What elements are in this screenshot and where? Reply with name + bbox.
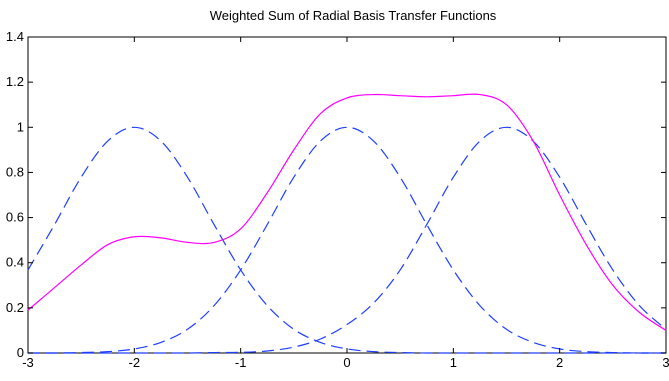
basis-curve-3 — [28, 126, 667, 354]
y-tick-label: 0 — [17, 345, 24, 360]
y-tick-label: 1.4 — [6, 29, 24, 44]
y-tick-label: 0.6 — [6, 210, 24, 225]
x-tick-label: 3 — [662, 355, 669, 370]
y-tick-label: 1 — [17, 119, 24, 134]
x-tick-label: 1 — [450, 355, 457, 370]
y-axis-ticks: 0 0.2 0.4 0.6 0.8 1 1.2 1.4 — [6, 29, 666, 360]
x-tick-label: -3 — [22, 355, 34, 370]
x-tick-label: 0 — [343, 355, 350, 370]
x-axis-ticks: -3 -2 -1 0 1 2 3 — [22, 37, 669, 370]
y-tick-label: 1.2 — [6, 74, 24, 89]
x-tick-label: -2 — [129, 355, 141, 370]
chart-title: Weighted Sum of Radial Basis Transfer Fu… — [210, 8, 497, 23]
x-tick-label: -1 — [235, 355, 247, 370]
basis-curve-1 — [27, 126, 666, 354]
y-tick-label: 0.4 — [6, 255, 24, 270]
y-tick-label: 0.2 — [6, 300, 24, 315]
weighted-sum-curve — [27, 93, 667, 331]
x-tick-label: 2 — [556, 355, 563, 370]
y-tick-label: 0.8 — [6, 164, 24, 179]
